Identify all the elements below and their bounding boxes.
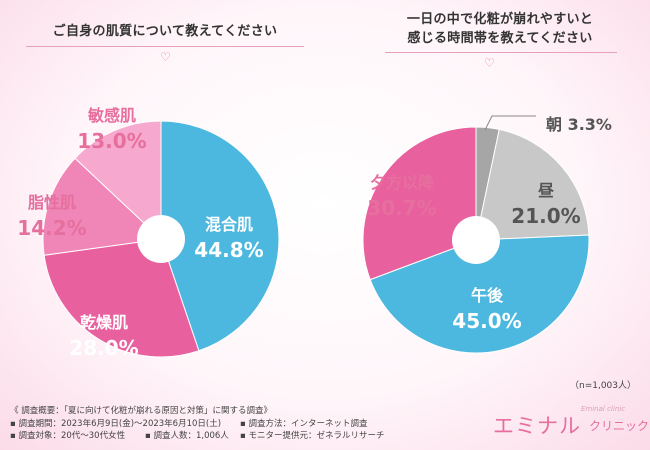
survey-provider: ▪ モニター提供元：ゼネラルリサーチ (240, 431, 385, 441)
survey-target: ▪ 調査対象：20代～30代女性 (10, 431, 126, 441)
survey-method: ▪ 調査方法：インターネット調査 (240, 418, 368, 429)
pie-value-label: 30.7% (367, 196, 436, 220)
pie-slice-1-1 (475, 128, 590, 241)
pie-label: 朝 3.3% (546, 115, 612, 134)
pie-label: 敏感肌 (87, 106, 136, 125)
brand-subtitle: クリニック (589, 419, 650, 433)
pie-label: 脂性肌 (28, 193, 76, 212)
pie-slice-0-3 (74, 120, 162, 241)
pie-value-label: 45.0% (452, 309, 521, 333)
survey-overview: 《 調査概要：「夏に向けて化粧が崩れる原因と対策」に関する調査》 ▪ 調査期間：… (10, 405, 384, 443)
leader-line (484, 115, 536, 131)
left-title-underline (26, 46, 304, 47)
pie-slice-1-2 (369, 234, 590, 354)
pie-label: 午後 (471, 286, 504, 305)
pie-label: 昼 (537, 181, 555, 200)
right-chart-title: 一日の中で化粧が崩れやすいと 感じる時間帯を教えてください (355, 10, 645, 48)
pie-value-label: 14.2% (17, 216, 86, 240)
pie-label: 乾燥肌 (80, 313, 128, 332)
right-title-line1: 一日の中で化粧が崩れやすいと (406, 12, 594, 27)
right-title-underline (385, 52, 617, 53)
pie-slice-0-1 (43, 238, 200, 358)
pie-slice-0-0 (160, 120, 280, 352)
heart-icon: ♡ (484, 56, 495, 70)
survey-count: ▪ 調査人数：1,006人 (145, 431, 229, 441)
brand-name-en: Eminal clinic (581, 405, 626, 413)
survey-period: ▪ 調査期間：2023年6月9日(金)～2023年6月10日(土) (10, 418, 222, 429)
pie-value-label: 13.0% (77, 129, 146, 153)
sample-size-label: （n=1,003人） (569, 381, 636, 391)
pie-slice-1-3 (362, 126, 477, 281)
pie-label: 夕方以降 (370, 173, 435, 192)
heart-icon: ♡ (160, 50, 171, 64)
right-title-line2: 感じる時間帯を教えてください (407, 31, 593, 46)
pie-label: 混合肌 (205, 215, 253, 234)
survey-overview-title: 《 調査概要：「夏に向けて化粧が崩れる原因と対策」に関する調査》 (10, 406, 272, 416)
pie-value-label: 28.0% (69, 336, 138, 360)
pie-center-hole-0 (137, 215, 185, 263)
brand-name: エミナル (493, 414, 581, 438)
pie-center-hole-1 (452, 216, 500, 264)
pie-value-label: 21.0% (511, 204, 580, 228)
pie-slice-0-2 (42, 157, 163, 256)
pie-value-label: 44.8% (194, 238, 263, 262)
left-chart-title: ご自身の肌質について教えてください (52, 24, 278, 39)
